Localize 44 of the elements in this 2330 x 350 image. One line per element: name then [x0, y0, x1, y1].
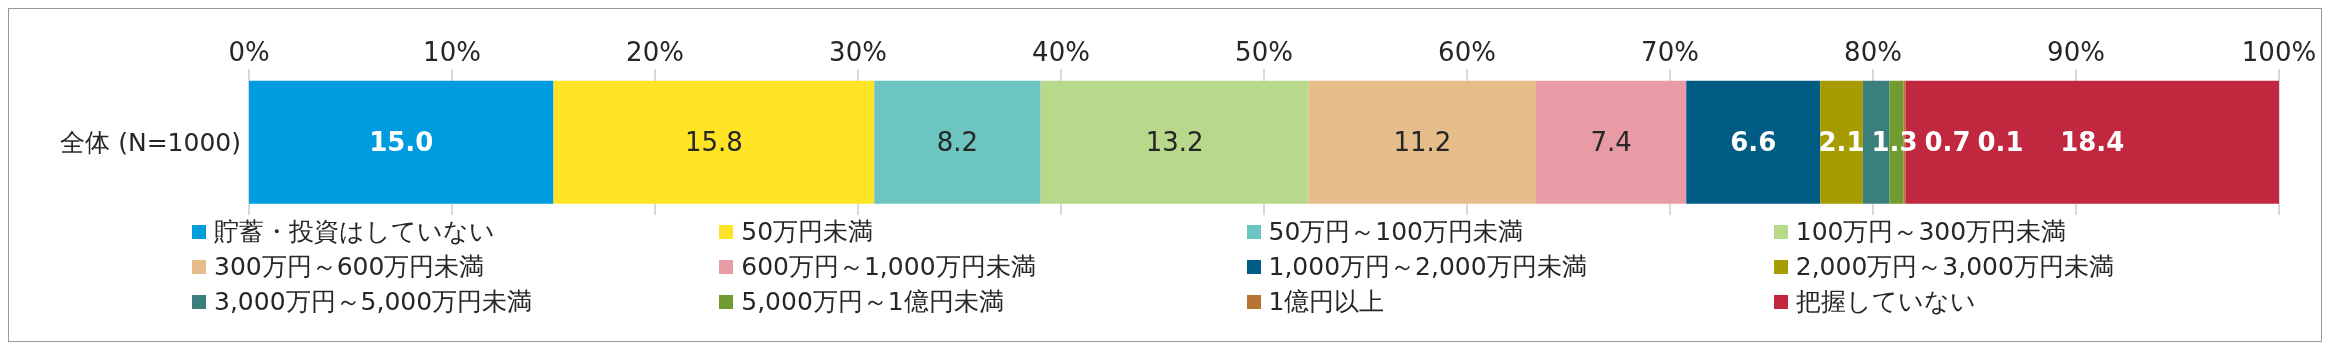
legend-label: 50万円～100万円未満: [1268, 216, 1524, 248]
x-tick-label: 100%: [2241, 37, 2317, 67]
x-tick-label: 80%: [1844, 37, 1902, 67]
bar: [1820, 80, 1863, 204]
data-label: 13.2: [1145, 127, 1204, 158]
data-label: 0.7: [1924, 127, 1971, 158]
bar: [553, 80, 875, 204]
x-tick-label: 50%: [1235, 37, 1293, 67]
legend-label: 把握していない: [1795, 286, 1976, 318]
data-label: 15.0: [369, 127, 434, 158]
bar: [1040, 80, 1309, 204]
legend-label: 3,000万円～5,000万円未満: [214, 286, 533, 318]
x-tick-label: 0%: [228, 37, 270, 67]
legend-label: 2,000万円～3,000万円未満: [1795, 251, 2114, 283]
data-label: 15.8: [684, 127, 743, 158]
legend-label: 貯蓄・投資はしていない: [214, 216, 495, 248]
legend-label: 300万円～600万円未満: [214, 251, 485, 283]
data-label: 2.1: [1818, 127, 1865, 158]
data-label: 18.4: [2060, 127, 2125, 158]
legend-label: 50万円未満: [741, 216, 874, 248]
x-tick-label: 70%: [1641, 37, 1699, 67]
data-label: 1.3: [1871, 127, 1918, 158]
bar: [1536, 80, 1687, 204]
x-tick-label: 40%: [1032, 37, 1090, 67]
data-label: 11.2: [1393, 127, 1452, 158]
legend-label: 100万円～300万円未満: [1795, 216, 2067, 248]
data-label: 0.1: [1977, 127, 2024, 158]
bar: [249, 80, 554, 204]
legend-label: 1,000万円～2,000万円未満: [1268, 251, 1587, 283]
y-tick-label: 全体 (N=1000): [60, 127, 241, 157]
x-tick-label: 10%: [423, 37, 481, 67]
legend-label: 5,000万円～1億円未満: [741, 286, 1004, 318]
data-label: 6.6: [1730, 127, 1777, 158]
legend-label: 600万円～1,000万円未満: [741, 251, 1036, 283]
bar: [874, 80, 1041, 204]
bar: [1308, 80, 1537, 204]
legend-label: 1億円以上: [1268, 286, 1385, 318]
data-label: 8.2: [936, 127, 979, 158]
x-tick-label: 90%: [2047, 37, 2105, 67]
bar: [1686, 80, 1821, 204]
x-tick-label: 30%: [829, 37, 887, 67]
x-tick-label: 60%: [1438, 37, 1496, 67]
data-label: 7.4: [1590, 127, 1632, 158]
x-tick-label: 20%: [626, 37, 684, 67]
